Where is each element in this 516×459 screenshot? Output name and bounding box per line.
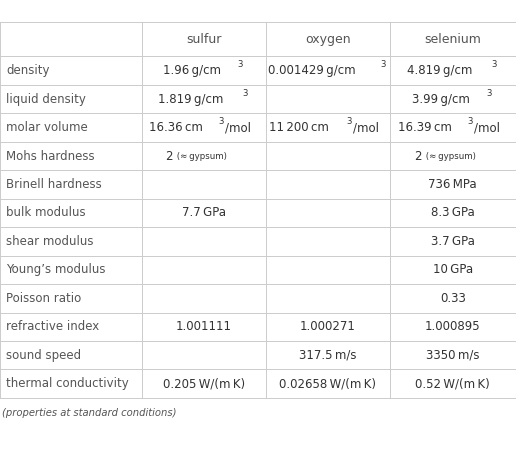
- Text: refractive index: refractive index: [6, 320, 100, 333]
- Text: 8.3 GPa: 8.3 GPa: [431, 207, 475, 219]
- Text: 1.96 g/cm: 1.96 g/cm: [163, 64, 221, 77]
- Text: sound speed: sound speed: [6, 349, 82, 362]
- Text: liquid density: liquid density: [6, 93, 86, 106]
- Text: 1.000895: 1.000895: [425, 320, 480, 333]
- Text: 0.33: 0.33: [440, 292, 466, 305]
- Text: molar volume: molar volume: [6, 121, 88, 134]
- Text: 7.7 GPa: 7.7 GPa: [182, 207, 226, 219]
- Text: selenium: selenium: [424, 33, 481, 46]
- Text: 3: 3: [346, 118, 351, 126]
- Text: thermal conductivity: thermal conductivity: [6, 377, 129, 390]
- Text: Poisson ratio: Poisson ratio: [6, 292, 82, 305]
- Text: Mohs hardness: Mohs hardness: [6, 150, 95, 162]
- Text: /mol: /mol: [353, 121, 379, 134]
- Text: Young’s modulus: Young’s modulus: [6, 263, 106, 276]
- Text: 317.5 m/s: 317.5 m/s: [299, 349, 357, 362]
- Text: (≈ gypsum): (≈ gypsum): [424, 151, 476, 161]
- Text: 1.000271: 1.000271: [300, 320, 356, 333]
- Text: density: density: [6, 64, 50, 77]
- Text: 2: 2: [166, 150, 173, 162]
- Text: 16.36 cm: 16.36 cm: [149, 121, 203, 134]
- Text: sulfur: sulfur: [186, 33, 221, 46]
- Text: 3: 3: [467, 118, 473, 126]
- Text: /mol: /mol: [474, 121, 501, 134]
- Text: 1.819 g/cm: 1.819 g/cm: [158, 93, 223, 106]
- Text: 0.205 W/(m K): 0.205 W/(m K): [163, 377, 245, 390]
- Text: 0.52 W/(m K): 0.52 W/(m K): [415, 377, 490, 390]
- Text: bulk modulus: bulk modulus: [6, 207, 86, 219]
- Text: 16.39 cm: 16.39 cm: [398, 121, 452, 134]
- Text: shear modulus: shear modulus: [6, 235, 94, 248]
- Text: (properties at standard conditions): (properties at standard conditions): [2, 408, 176, 418]
- Text: 3: 3: [381, 61, 386, 69]
- Text: 2: 2: [414, 150, 422, 162]
- Text: 1.001111: 1.001111: [176, 320, 232, 333]
- Text: 0.02658 W/(m K): 0.02658 W/(m K): [279, 377, 376, 390]
- Text: 3: 3: [487, 89, 492, 98]
- Text: 0.001429 g/cm: 0.001429 g/cm: [268, 64, 355, 77]
- Text: /mol: /mol: [225, 121, 251, 134]
- Text: 11 200 cm: 11 200 cm: [269, 121, 329, 134]
- Text: 10 GPa: 10 GPa: [433, 263, 473, 276]
- Text: Brinell hardness: Brinell hardness: [6, 178, 102, 191]
- Text: 3: 3: [218, 118, 224, 126]
- Text: (≈ gypsum): (≈ gypsum): [175, 151, 227, 161]
- Text: 3: 3: [238, 61, 243, 69]
- Text: 4.819 g/cm: 4.819 g/cm: [407, 64, 473, 77]
- Text: 736 MPa: 736 MPa: [428, 178, 477, 191]
- Text: 3.7 GPa: 3.7 GPa: [431, 235, 475, 248]
- Text: 3.99 g/cm: 3.99 g/cm: [412, 93, 470, 106]
- Text: 3350 m/s: 3350 m/s: [426, 349, 479, 362]
- Text: oxygen: oxygen: [305, 33, 350, 46]
- Text: 3: 3: [491, 61, 497, 69]
- Text: 3: 3: [243, 89, 248, 98]
